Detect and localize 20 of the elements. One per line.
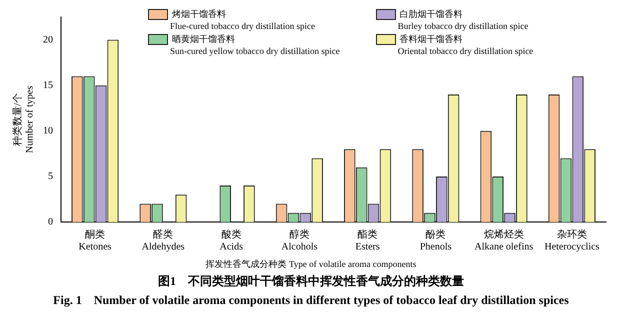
x-tick-label: 酮类 Ketones [78, 228, 112, 253]
legend-label: 烤烟干馏香料 Flue-cured tobacco dry distillation spice [169, 8, 316, 31]
y-tick-label: 10 [43, 126, 53, 137]
x-tick-label: 酯类 Esters [355, 228, 380, 253]
legend-label: 白肋烟干馏香料 Burley tobacco dry distillation spice [396, 8, 530, 31]
y-tick-label: 20 [43, 34, 53, 46]
y-tick-label: 0 [48, 216, 53, 228]
text: 图1 不同类型烟叶干馏香料中挥发性香气成分的种类数量 Fig. 1 Number of volatile aroma components in different types of tobacco leaf dry distillation spices [52, 273, 570, 309]
y-axis-title: 种类数量/个 Number of types [12, 86, 36, 154]
x-tick-label: 醛类 Aldehydes [142, 228, 185, 253]
x-tick-label: 醇类 Alcohols [281, 228, 318, 253]
x-tick-label: 酸类 Acids [220, 228, 244, 253]
x-axis-title: 挥发性香气成分种类 Type of volatile aroma components [204, 258, 418, 271]
y-tick-label: 15 [43, 80, 53, 91]
x-tick-label: 烷烯烃类 Alkane olefins [474, 228, 534, 253]
legend-label: 晒黄烟干馏香料 Sun-cured yellow tobacco dry distillation spice [169, 33, 340, 56]
x-tick-label: 酚类 Phenols [420, 228, 452, 253]
legend-label: 香料烟干馏香料 Oriental tobacco dry distillation spice [396, 33, 534, 56]
x-tick-label: 杂环类 Heterocyclics [544, 228, 600, 253]
y-tick-label: 5 [48, 171, 53, 182]
